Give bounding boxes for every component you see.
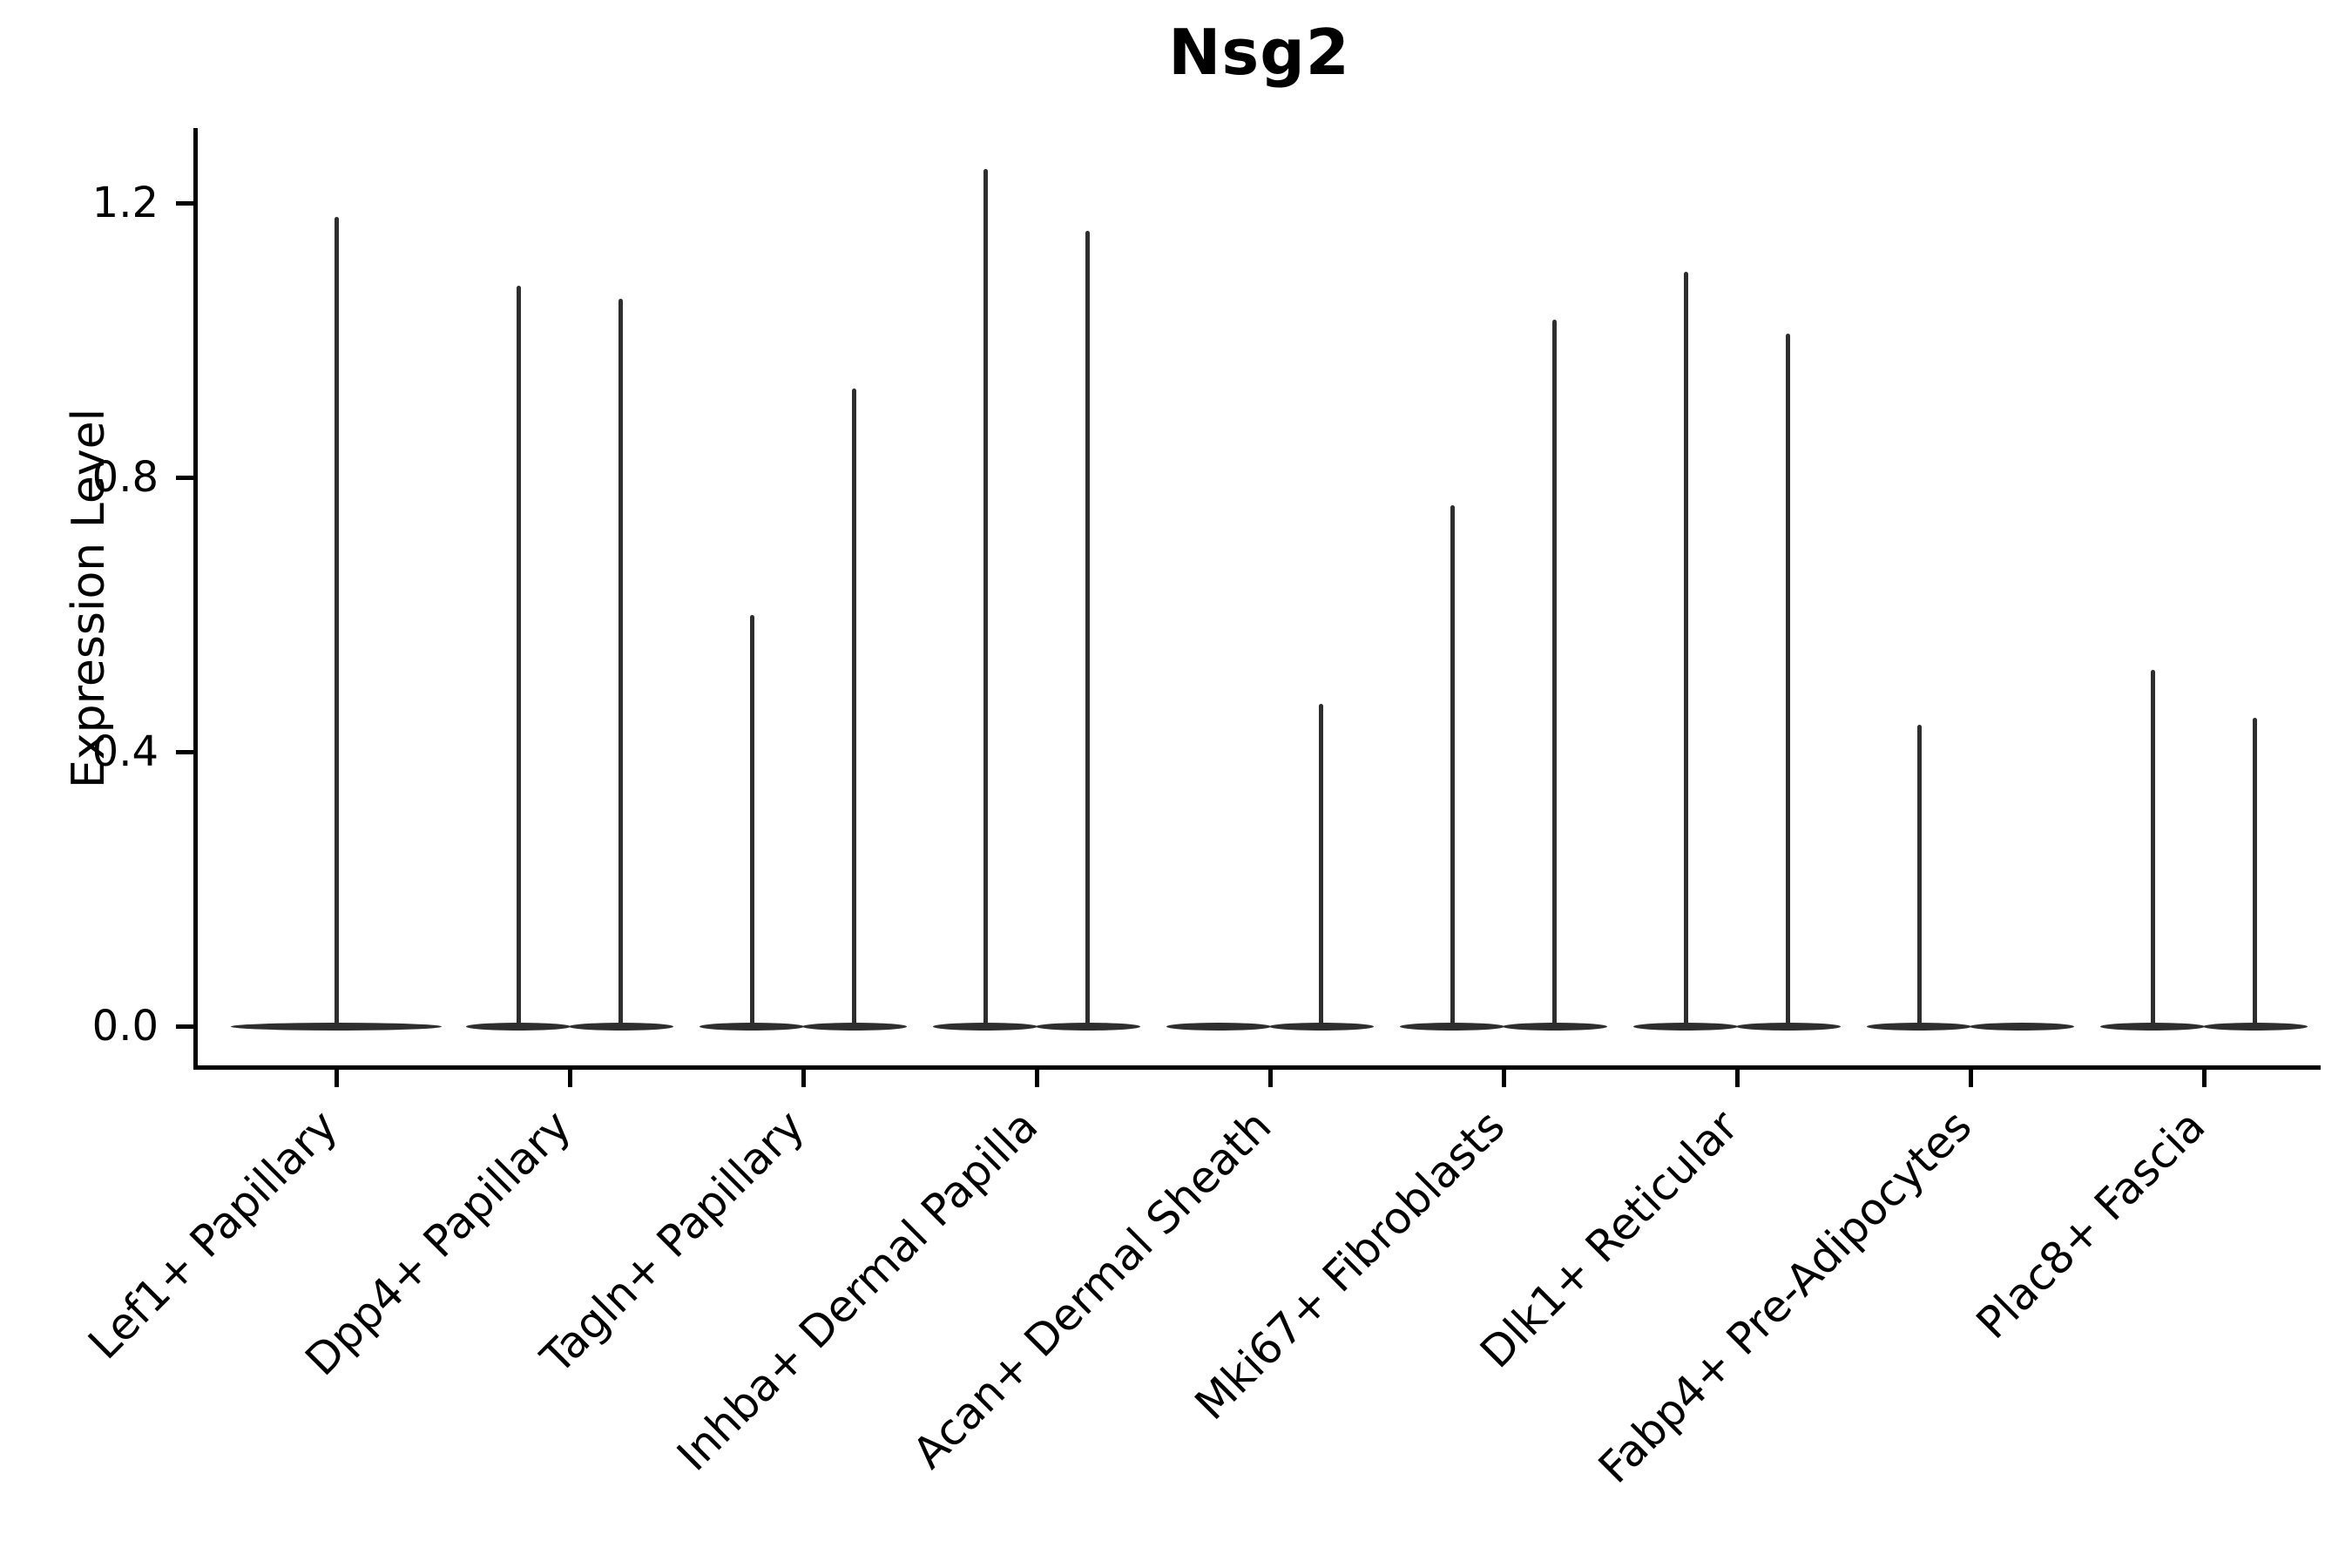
- violin-spike: [516, 285, 521, 1031]
- y-tick: [176, 201, 193, 206]
- y-tick-label: 0.8: [91, 453, 159, 502]
- x-tick: [2202, 1070, 2207, 1087]
- violin-spike: [1786, 333, 1791, 1031]
- violin-spike: [2253, 717, 2258, 1031]
- y-tick: [176, 750, 193, 754]
- violin-base: [1969, 1022, 2075, 1031]
- x-axis-spine: [193, 1065, 2321, 1070]
- violin-spike: [618, 299, 624, 1031]
- violin-spike: [1683, 271, 1688, 1031]
- y-axis-spine: [193, 128, 198, 1070]
- violin-spike: [1916, 724, 1922, 1031]
- violin-spike: [1085, 230, 1091, 1031]
- chart-title: Nsg2: [1168, 16, 1350, 89]
- y-tick: [176, 1024, 193, 1029]
- y-tick: [176, 476, 193, 480]
- violin-spike: [1319, 703, 1324, 1031]
- y-tick-label: 0.4: [91, 727, 159, 776]
- violin-spike: [334, 216, 339, 1031]
- violin-spike: [1552, 319, 1558, 1031]
- x-tick: [1035, 1070, 1039, 1087]
- y-tick-label: 1.2: [91, 179, 159, 227]
- x-tick: [1268, 1070, 1273, 1087]
- violin-spike: [1450, 504, 1455, 1031]
- violin-spike: [749, 614, 754, 1031]
- violin-spike: [2150, 669, 2155, 1031]
- x-tick: [335, 1070, 339, 1087]
- x-tick: [1969, 1070, 1973, 1087]
- x-tick: [568, 1070, 572, 1087]
- violin-spike: [852, 388, 857, 1031]
- x-tick: [1502, 1070, 1506, 1087]
- x-tick: [1735, 1070, 1740, 1087]
- y-axis-label: Expression Level: [63, 408, 115, 789]
- x-tick: [801, 1070, 806, 1087]
- y-tick-label: 0.0: [91, 1002, 159, 1051]
- violin-spike: [983, 168, 988, 1031]
- violin-base: [1166, 1022, 1272, 1031]
